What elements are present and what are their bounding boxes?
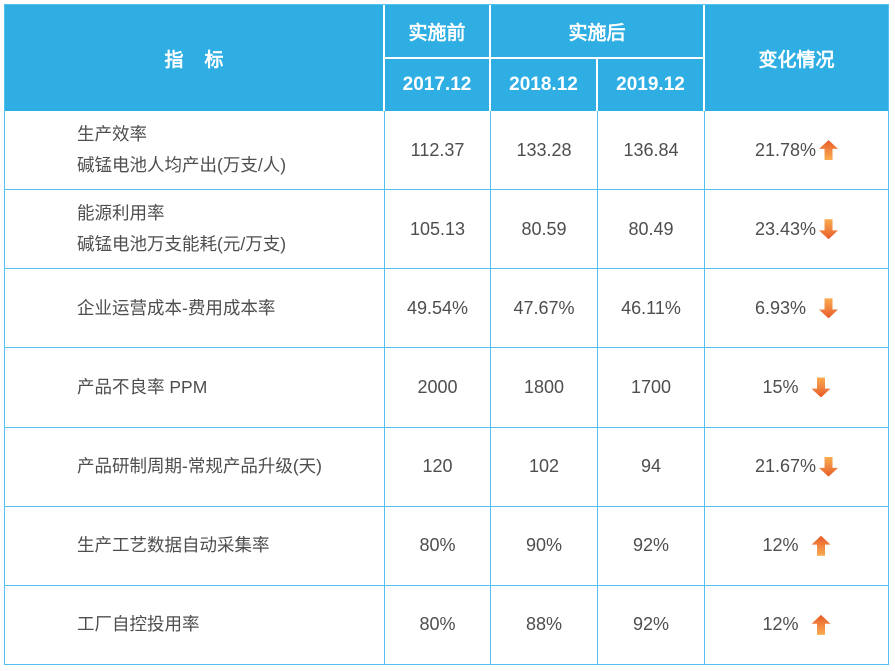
- table-row: 企业运营成本-费用成本率 49.54% 47.67% 46.11% 6.93%: [5, 268, 888, 348]
- value-2018-12: 90%: [491, 506, 598, 585]
- indicator-label: 产品不良率 PPM: [77, 376, 208, 397]
- indicator-cell: 企业运营成本-费用成本率: [5, 269, 385, 348]
- change-value: 15%: [762, 376, 799, 397]
- indicator-label: 能源利用率: [77, 203, 165, 224]
- value-2017-12: 49.54%: [385, 269, 491, 348]
- indicator-cell: 工厂自控投用率: [5, 585, 385, 664]
- arrow-down-icon: [819, 219, 839, 240]
- value-2019-12: 136.84: [598, 111, 705, 190]
- arrow-down-icon: [819, 298, 839, 319]
- table-body: 生产效率 碱锰电池人均产出(万支/人) 112.37 133.28 136.84…: [5, 111, 888, 664]
- value-2018-12: 102: [491, 427, 598, 506]
- indicator-cell: 产品研制周期-常规产品升级(天): [5, 427, 385, 506]
- value-2019-12: 80.49: [598, 190, 705, 269]
- change-cell: 12%: [705, 507, 888, 585]
- change-cell: 15%: [705, 348, 888, 426]
- value-2018-12: 1800: [491, 348, 598, 427]
- value-2019-12: 92%: [598, 506, 705, 585]
- arrow-up-icon: [819, 140, 839, 161]
- change-cell: 23.43%: [705, 190, 888, 268]
- table-row: 生产工艺数据自动采集率 80% 90% 92% 12%: [5, 505, 888, 585]
- change-cell: 21.67%: [705, 428, 888, 506]
- value-2017-12: 105.13: [385, 190, 491, 269]
- indicator-label: 工厂自控投用率: [77, 614, 200, 635]
- indicator-sublabel: 碱锰电池万支能耗(元/万支): [77, 234, 287, 255]
- table-row: 工厂自控投用率 80% 88% 92% 12%: [5, 584, 888, 664]
- value-2017-12: 2000: [385, 348, 491, 427]
- table-row: 能源利用率 碱锰电池万支能耗(元/万支) 105.13 80.59 80.49 …: [5, 189, 888, 269]
- header-change: 变化情况: [758, 49, 835, 71]
- header-before-implementation: 实施前: [385, 5, 491, 59]
- change-value: 12%: [762, 614, 799, 635]
- indicator-label: 生产效率: [77, 124, 147, 145]
- arrow-down-icon: [811, 377, 831, 398]
- value-2018-12: 133.28: [491, 111, 598, 190]
- table-header: 指 标 实施前 实施后 变化情况 2017.12 2018.12 2019.12: [5, 5, 888, 111]
- change-value: 21.78%: [754, 139, 817, 160]
- table-row: 产品研制周期-常规产品升级(天) 120 102 94 21.67%: [5, 426, 888, 506]
- indicator-cell: 能源利用率 碱锰电池万支能耗(元/万支): [5, 190, 385, 269]
- value-2019-12: 94: [598, 427, 705, 506]
- value-2018-12: 80.59: [491, 190, 598, 269]
- change-cell: 21.78%: [705, 111, 888, 189]
- header-period-2018-12: 2018.12: [491, 59, 598, 111]
- arrow-up-icon: [811, 535, 831, 556]
- arrow-up-icon: [811, 614, 831, 635]
- table-row: 生产效率 碱锰电池人均产出(万支/人) 112.37 133.28 136.84…: [5, 111, 888, 190]
- value-2018-12: 47.67%: [491, 269, 598, 348]
- change-cell: 12%: [705, 586, 888, 664]
- value-2019-12: 1700: [598, 348, 705, 427]
- value-2017-12: 120: [385, 427, 491, 506]
- header-period-2017-12: 2017.12: [385, 59, 491, 111]
- header-period-2019-12: 2019.12: [598, 59, 705, 111]
- arrow-down-icon: [819, 456, 839, 477]
- value-2017-12: 112.37: [385, 111, 491, 190]
- value-2019-12: 46.11%: [598, 269, 705, 348]
- indicator-sublabel: 碱锰电池人均产出(万支/人): [77, 155, 287, 176]
- change-value: 6.93%: [754, 297, 807, 318]
- indicator-label: 生产工艺数据自动采集率: [77, 535, 270, 556]
- change-value: 12%: [762, 535, 799, 556]
- kpi-comparison-table: 指 标 实施前 实施后 变化情况 2017.12 2018.12 2019.12…: [4, 4, 889, 665]
- change-value: 21.67%: [754, 456, 817, 477]
- indicator-cell: 生产工艺数据自动采集率: [5, 506, 385, 585]
- change-cell: 6.93%: [705, 269, 888, 347]
- value-2018-12: 88%: [491, 585, 598, 664]
- value-2017-12: 80%: [385, 506, 491, 585]
- change-value: 23.43%: [754, 218, 817, 239]
- indicator-label: 产品研制周期-常规产品升级(天): [77, 456, 322, 477]
- value-2019-12: 92%: [598, 585, 705, 664]
- header-indicator: 指 标: [5, 5, 385, 111]
- indicator-label: 企业运营成本-费用成本率: [77, 297, 276, 318]
- indicator-cell: 产品不良率 PPM: [5, 348, 385, 427]
- header-after-implementation: 实施后: [491, 5, 705, 59]
- indicator-cell: 生产效率 碱锰电池人均产出(万支/人): [5, 111, 385, 190]
- table-row: 产品不良率 PPM 2000 1800 1700 15%: [5, 347, 888, 427]
- value-2017-12: 80%: [385, 585, 491, 664]
